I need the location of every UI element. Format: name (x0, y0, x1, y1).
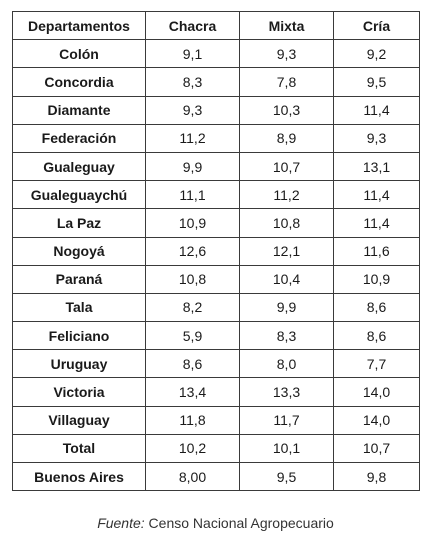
cell-departamento: Villaguay (12, 405, 146, 435)
cell-cria: 14,0 (333, 377, 420, 407)
cell-chacra: 13,4 (145, 377, 240, 407)
cell-chacra: 5,9 (145, 321, 240, 351)
cell-cria: 8,6 (333, 292, 420, 323)
table-row: Tala 8,2 9,9 8,6 (12, 292, 420, 323)
cell-mixta: 9,3 (239, 39, 334, 69)
cell-cria: 10,7 (333, 433, 420, 464)
cell-mixta: 10,3 (239, 95, 334, 125)
cell-chacra: 11,1 (145, 180, 240, 210)
cell-chacra: 9,3 (145, 95, 240, 125)
table-row: Colón 9,1 9,3 9,2 (12, 39, 420, 69)
cell-departamento: Nogoyá (12, 236, 146, 266)
cell-departamento: La Paz (12, 208, 146, 238)
cell-mixta: 8,3 (239, 321, 334, 351)
cell-cria: 9,2 (333, 39, 420, 69)
table-row: Paraná 10,8 10,4 10,9 (12, 264, 420, 294)
cell-mixta: 13,3 (239, 377, 334, 407)
source-note: Fuente: Censo Nacional Agropecuario (0, 514, 431, 532)
cell-chacra: 11,2 (145, 123, 240, 153)
cell-cria: 8,6 (333, 321, 420, 351)
cell-chacra: 11,8 (145, 405, 240, 435)
cell-departamento: Gualeguay (12, 151, 146, 182)
table-row: Nogoyá 12,6 12,1 11,6 (12, 236, 420, 266)
table-row: Federación 11,2 8,9 9,3 (12, 123, 420, 153)
cell-mixta: 8,9 (239, 123, 334, 153)
header-cria: Cría (333, 10, 420, 41)
cell-departamento: Buenos Aires (12, 461, 146, 492)
cell-cria: 7,7 (333, 349, 420, 379)
table-row: Uruguay 8,6 8,0 7,7 (12, 349, 420, 379)
cell-mixta: 11,7 (239, 405, 334, 435)
cell-chacra: 10,8 (145, 264, 240, 294)
cell-departamento: Paraná (12, 264, 146, 294)
cell-chacra: 8,00 (145, 461, 240, 492)
header-mixta: Mixta (239, 10, 334, 41)
cell-departamento: Uruguay (12, 349, 146, 379)
cell-departamento: Colón (12, 39, 146, 69)
cell-mixta: 9,9 (239, 292, 334, 323)
cell-chacra: 8,2 (145, 292, 240, 323)
data-table: Departamentos Chacra Mixta Cría Colón 9,1… (12, 10, 420, 492)
table-row: Villaguay 11,8 11,7 14,0 (12, 405, 420, 435)
cell-departamento: Diamante (12, 95, 146, 125)
cell-chacra: 8,3 (145, 67, 240, 97)
cell-mixta: 12,1 (239, 236, 334, 266)
cell-mixta: 7,8 (239, 67, 334, 97)
source-label: Fuente: (97, 515, 145, 531)
cell-departamento: Tala (12, 292, 146, 323)
cell-cria: 11,4 (333, 208, 420, 238)
cell-cria: 9,3 (333, 123, 420, 153)
cell-cria: 13,1 (333, 151, 420, 182)
cell-mixta: 9,5 (239, 461, 334, 492)
cell-chacra: 12,6 (145, 236, 240, 266)
table-row: Gualeguay 9,9 10,7 13,1 (12, 151, 420, 182)
cell-departamento: Gualeguaychú (12, 180, 146, 210)
header-departamentos: Departamentos (12, 10, 146, 41)
table-body: Colón 9,1 9,3 9,2 Concordia 8,3 7,8 9,5 Diamante… (12, 39, 420, 492)
cell-cria: 11,4 (333, 95, 420, 125)
cell-chacra: 9,1 (145, 39, 240, 69)
cell-cria: 9,8 (333, 461, 420, 492)
source-text: Censo Nacional Agropecuario (144, 515, 334, 531)
table-row: Total 10,2 10,1 10,7 (12, 433, 420, 464)
cell-chacra: 10,2 (145, 433, 240, 464)
cell-mixta: 10,7 (239, 151, 334, 182)
table-row: Concordia 8,3 7,8 9,5 (12, 67, 420, 97)
header-row: Departamentos Chacra Mixta Cría (12, 10, 420, 41)
cell-departamento: Concordia (12, 67, 146, 97)
table-row: Buenos Aires 8,00 9,5 9,8 (12, 461, 420, 492)
cell-departamento: Federación (12, 123, 146, 153)
table-row: La Paz 10,9 10,8 11,4 (12, 208, 420, 238)
table-row: Victoria 13,4 13,3 14,0 (12, 377, 420, 407)
cell-mixta: 10,8 (239, 208, 334, 238)
cell-cria: 9,5 (333, 67, 420, 97)
cell-chacra: 10,9 (145, 208, 240, 238)
cell-departamento: Feliciano (12, 321, 146, 351)
cell-cria: 10,9 (333, 264, 420, 294)
table-row: Gualeguaychú 11,1 11,2 11,4 (12, 180, 420, 210)
table-row: Feliciano 5,9 8,3 8,6 (12, 321, 420, 351)
cell-cria: 11,4 (333, 180, 420, 210)
cell-mixta: 10,1 (239, 433, 334, 464)
table-row: Diamante 9,3 10,3 11,4 (12, 95, 420, 125)
cell-cria: 11,6 (333, 236, 420, 266)
cell-departamento: Total (12, 433, 146, 464)
header-chacra: Chacra (145, 10, 240, 41)
cell-mixta: 8,0 (239, 349, 334, 379)
cell-mixta: 10,4 (239, 264, 334, 294)
cell-departamento: Victoria (12, 377, 146, 407)
cell-chacra: 8,6 (145, 349, 240, 379)
cell-chacra: 9,9 (145, 151, 240, 182)
cell-mixta: 11,2 (239, 180, 334, 210)
cell-cria: 14,0 (333, 405, 420, 435)
